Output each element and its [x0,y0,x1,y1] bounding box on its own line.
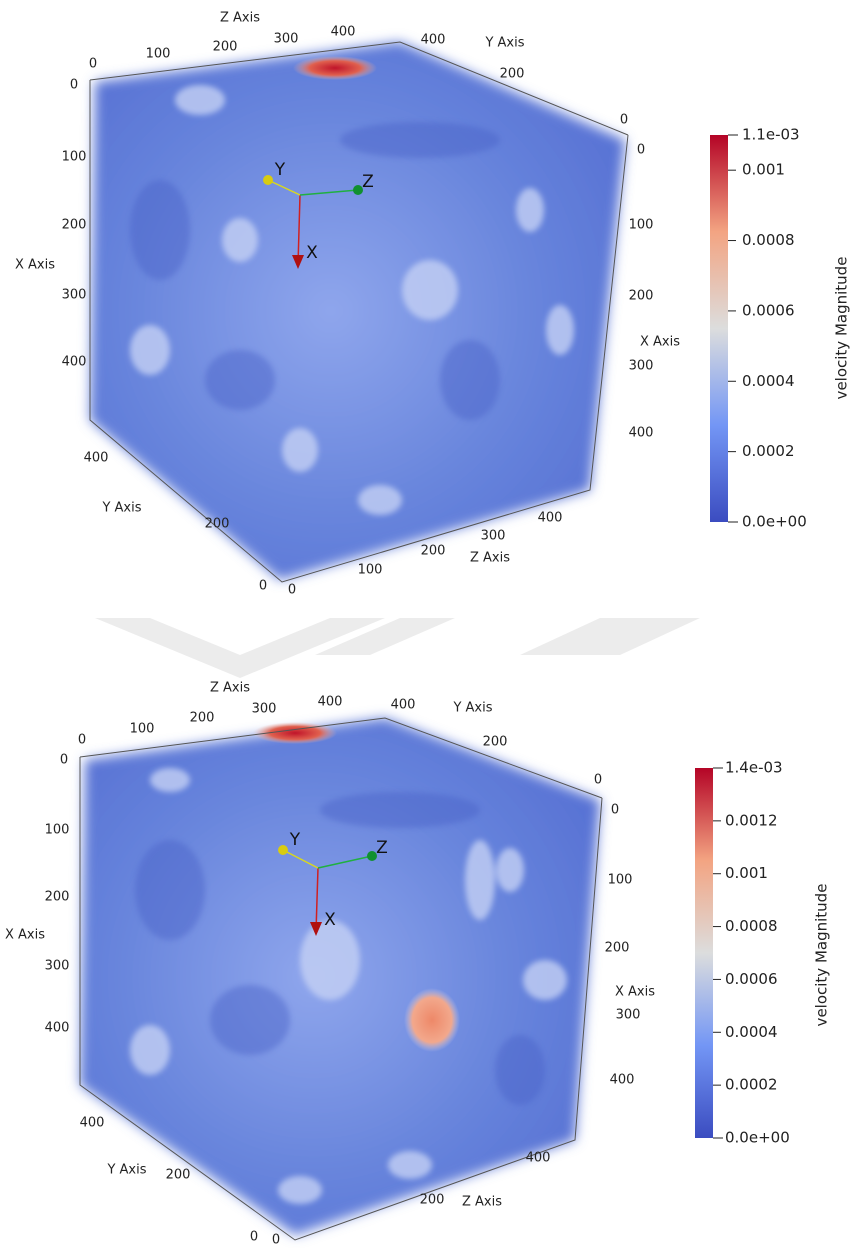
colorbar-range-label: 1.1e-03 [742,126,800,144]
axis-tick-label: 0 [637,143,645,158]
axis-title: Y Axis [101,501,141,516]
glyph-label: Z [376,838,388,858]
axis-tick-label: 400 [629,426,654,441]
colorbar-tick-label: 0.0002 [742,442,795,460]
colorbar-tick-label: 0.0006 [742,301,795,319]
colorbar-tick-label: 0.0006 [725,970,778,988]
axis-title: Z Axis [470,551,510,566]
axis-tick-label: 400 [610,1073,635,1088]
axis-tick-label: 0 [70,78,78,93]
colorbar-tick-label: 0.001 [725,864,768,882]
colorbar-title: velocity Magnitude [833,257,851,400]
figure: Z Axis Y Axis X Axis X Axis Y Axis Z Axis 0 100… [0,0,852,1251]
glyph-label: X [306,243,318,263]
axis-tick-label: 0 [78,733,86,748]
axis-tick-label: 200 [205,517,230,532]
axis-tick-label: 400 [526,1151,551,1166]
glyph-label: Z [362,172,374,192]
colorbar-tick-label: 0.0012 [725,811,778,829]
axis-tick-label: 200 [421,544,446,559]
axis-tick-label: 100 [358,563,383,578]
axis-tick-label: 100 [62,150,87,165]
glyph-label: X [324,910,336,930]
colorbar-tick-label: 0.0008 [725,917,778,935]
axis-tick-label: 0 [272,1233,280,1248]
colorbar-gradient [695,768,713,1138]
page: {"panels": [ {"axis_titles": ["Z Axis", … [0,0,852,1251]
axis-title: Z Axis [220,11,260,26]
axis-tick-label: 400 [45,1021,70,1036]
glyph-y-head [263,175,273,185]
axis-tick-label: 200 [483,735,508,750]
axis-title: X Axis [5,928,45,943]
axis-tick-label: 400 [538,511,563,526]
axis-tick-label: 300 [616,1008,641,1023]
axis-title: X Axis [15,258,55,273]
colorbar-tick-label: 0.0004 [725,1023,778,1041]
axis-tick-label: 100 [130,722,155,737]
axis-title: Y Axis [452,701,492,716]
axis-tick-label: 200 [166,1168,191,1183]
axis-title: Z Axis [210,681,250,696]
axis-tick-label: 0 [250,1230,258,1245]
axis-tick-label: 0 [611,803,619,818]
axis-tick-label: 100 [629,218,654,233]
axis-tick-label: 400 [62,355,87,370]
axis-tick-label: 300 [629,359,654,374]
axis-tick-label: 400 [84,451,109,466]
axis-tick-label: 0 [594,773,602,788]
colorbar-tick-label: 0.0002 [725,1076,778,1094]
axis-tick-label: 0 [60,753,68,768]
axis-title: X Axis [615,985,655,1000]
colorbar-tick-label: 0.0004 [742,372,795,390]
colorbar: 0.0e+00 1.4e-03 0.0002 0.0004 0.0006 0.0008 0.… [695,759,831,1147]
axis-title: Z Axis [462,1195,502,1210]
glyph-y-head [278,845,288,855]
axis-tick-label: 200 [45,890,70,905]
axis-tick-label: 200 [629,289,654,304]
axis-tick-label: 300 [252,702,277,717]
volume-render [80,718,600,1235]
colorbar-range-label: 1.4e-03 [725,759,783,777]
axis-tick-label: 400 [421,33,446,48]
axis-tick-label: 300 [62,288,87,303]
colorbar-tick-label: 0.001 [742,161,785,179]
axis-tick-label: 200 [420,1193,445,1208]
axis-tick-label: 0 [288,583,296,598]
axis-tick-label: 400 [80,1116,105,1131]
axis-tick-label: 100 [146,47,171,62]
axis-tick-label: 0 [620,113,628,128]
axis-tick-label: 400 [331,25,356,40]
watermark [95,618,700,678]
axis-tick-label: 200 [190,711,215,726]
colorbar-tick-label: 0.0008 [742,231,795,249]
axis-tick-label: 100 [608,873,633,888]
axis-tick-label: 300 [274,32,299,47]
colorbar-range-label: 0.0e+00 [742,513,807,531]
axis-tick-label: 200 [62,218,87,233]
axis-tick-label: 400 [391,698,416,713]
axis-tick-label: 200 [213,40,238,55]
axis-tick-label: 300 [481,529,506,544]
colorbar: 0.0e+00 1.1e-03 0.0002 0.0004 0.0006 0.0008 0.… [710,126,851,531]
axis-tick-label: 0 [89,57,97,72]
colorbar-gradient [710,135,728,522]
axis-title: X Axis [640,335,680,350]
axis-title: Y Axis [106,1163,146,1178]
glyph-label: Y [274,160,286,180]
volume-render [90,42,625,580]
colorbar-range-label: 0.0e+00 [725,1129,790,1147]
axis-tick-label: 400 [318,695,343,710]
axis-tick-label: 100 [45,823,70,838]
colorbar-title: velocity Magnitude [813,884,831,1027]
axis-tick-label: 0 [259,579,267,594]
axis-title: Y Axis [484,36,524,51]
axis-tick-label: 300 [45,959,70,974]
axis-tick-label: 200 [500,67,525,82]
glyph-label: Y [289,830,301,850]
axis-tick-label: 200 [605,941,630,956]
